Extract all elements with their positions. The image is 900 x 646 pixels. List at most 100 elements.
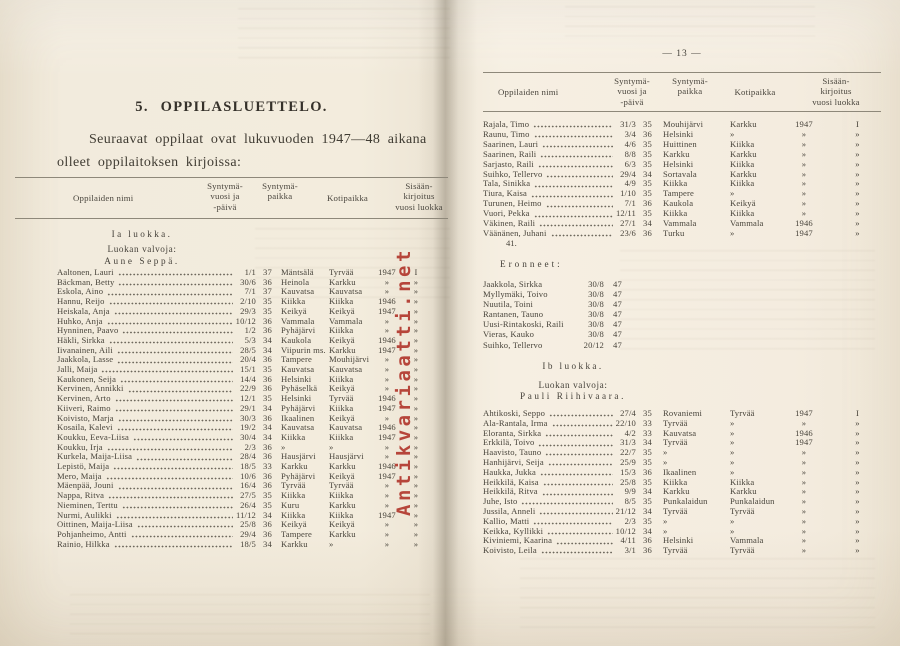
enrollment-year: 1947 — [378, 431, 396, 442]
student-name: Koivisto, Leila — [483, 546, 537, 556]
student-name: Koukku, Irja — [57, 442, 103, 452]
enrollment-class: » — [855, 128, 860, 139]
birth-place: Vammala — [281, 315, 315, 326]
dotted-leader — [521, 502, 613, 506]
dotted-leader — [106, 321, 233, 325]
dropout-date: 30/8 — [588, 309, 604, 320]
student-row: Kiviniemi, Kaarina 4/11 36 Helsinki Vamm… — [483, 536, 885, 546]
student-name-cell: Nurmi, Aulikki — [57, 511, 235, 521]
student-row: Lepistö, Maija 18/5 33 Karkku Karkku 194… — [57, 461, 431, 472]
enrollment-class: » — [855, 168, 860, 179]
birth-year: 36 — [263, 441, 272, 452]
dotted-leader — [556, 541, 613, 545]
supervisor-name: Aune Seppä. — [104, 256, 180, 266]
birth-year: 34 — [263, 334, 272, 345]
enrollment-year: » — [801, 456, 807, 467]
student-row: Mero, Maija 10/6 36 Pyhäjärvi Keikyä 194… — [57, 470, 431, 482]
birth-day-month: 15/3 — [620, 466, 636, 477]
birth-place: Keikyä — [281, 519, 307, 530]
student-name: Ahtikoski, Seppo — [483, 409, 546, 418]
home-place: » — [730, 227, 735, 238]
birth-place: Rovaniemi — [663, 408, 703, 418]
dotted-leader — [540, 551, 613, 555]
birth-year: 36 — [263, 528, 272, 539]
home-place: Kiikka — [329, 490, 354, 501]
enrollment-year: » — [384, 286, 390, 297]
birth-place: Hausjärvi — [281, 451, 316, 462]
column-header-name: Oppilaiden nimi — [498, 86, 559, 97]
class-block-ib: Ib luokka. Luokan valvoja: Pauli Riihiva… — [483, 361, 663, 401]
birth-place: Keikyä — [281, 305, 307, 316]
student-name-cell: Haukka, Jukka — [483, 468, 615, 478]
enrollment-year: » — [801, 148, 807, 159]
student-row: Kervinen, Annikki 22/9 36 Pyhäselkä Keik… — [57, 384, 431, 394]
dotted-leader — [539, 512, 613, 516]
home-place: Keikyä — [329, 519, 355, 530]
enrollment-class: » — [413, 334, 419, 345]
birth-place: Ikaalinen — [663, 466, 697, 477]
student-row: Suihko, Tellervo 29/4 34 Sortavala Karkk… — [483, 168, 885, 180]
student-row: Koivisto, Leila 3/1 36 Tyrvää Tyrvää » » — [483, 545, 885, 556]
home-place: Keikyä — [329, 383, 355, 394]
student-row: Iivanainen, Aili 28/5 34 Viipurin ms. Ka… — [57, 344, 431, 356]
home-place: » — [730, 128, 735, 139]
birth-year: 35 — [263, 499, 272, 510]
birth-place: Kiikka — [281, 509, 306, 520]
student-name: Nieminen, Terttu — [57, 500, 118, 510]
student-name: Iivanainen, Aili — [57, 345, 113, 355]
birth-place: Kiikka — [663, 208, 688, 219]
birth-day-month: 31/3 — [620, 119, 636, 129]
birth-place: Tampere — [281, 528, 312, 539]
home-place: Keikyä — [730, 198, 756, 209]
dotted-leader — [105, 476, 233, 480]
student-row: Jaakkola, Lasse 20/4 36 Tampere Mouhijär… — [57, 355, 431, 365]
dotted-leader — [122, 331, 233, 335]
dotted-leader — [116, 428, 233, 432]
enrollment-year: 1947 — [378, 470, 396, 481]
dotted-leader — [546, 174, 613, 178]
enrollment-year: » — [384, 499, 390, 510]
dotted-leader — [537, 165, 613, 169]
column-header-birthdate: Syntymä- vuosi ja -päivä — [207, 181, 243, 212]
enrollment-year: » — [384, 519, 390, 530]
dotted-leader — [542, 145, 613, 149]
ghost-bleedthrough — [70, 594, 430, 638]
birth-place: Kaukola — [663, 198, 694, 209]
dotted-leader — [540, 155, 613, 159]
birth-place: Karkku — [663, 148, 690, 159]
dotted-leader — [533, 135, 613, 139]
dotted-leader — [117, 418, 233, 422]
student-name: Mero, Maija — [57, 471, 102, 481]
birth-place: Heinola — [281, 276, 310, 287]
birth-day-month: 29/4 — [620, 168, 636, 179]
home-place: Hausjärvi — [329, 451, 364, 462]
enrollment-year: » — [384, 441, 390, 452]
enrollment-class: » — [855, 198, 860, 209]
birth-day-month: 21/12 — [615, 505, 636, 516]
dotted-leader — [114, 409, 233, 413]
birth-place: Kiikka — [663, 178, 688, 189]
birth-place: Karkku — [281, 461, 308, 472]
birth-day-month: 25/8 — [620, 476, 636, 487]
dotted-leader — [113, 544, 233, 548]
student-name-cell: Jalli, Maija — [57, 365, 235, 375]
enrollment-class: » — [413, 393, 419, 404]
enrollment-class: » — [855, 466, 860, 477]
student-row: Vuori, Pekka 12/11 35 Kiikka Kiikka » » — [483, 208, 885, 219]
birth-year: 35 — [643, 408, 652, 418]
student-name: Rainio, Hilkka — [57, 539, 110, 549]
ghost-bleedthrough — [520, 558, 875, 634]
student-name: Väänänen, Juhani — [483, 228, 547, 238]
home-place: » — [730, 515, 735, 526]
home-place: Tyrvää — [329, 480, 354, 491]
enrollment-class: » — [413, 305, 419, 316]
student-name-cell: Ala-Rantala, Irma — [483, 419, 615, 429]
student-name-cell: Hannu, Reijo — [57, 297, 235, 307]
enrollment-year: » — [801, 486, 807, 497]
enrollment-class: » — [413, 344, 419, 355]
home-place: Kiikka — [329, 373, 354, 384]
dotted-leader — [549, 414, 613, 418]
home-place: Kiikka — [730, 158, 755, 169]
dotted-leader — [108, 302, 233, 306]
dropout-year: 47 — [613, 279, 622, 289]
